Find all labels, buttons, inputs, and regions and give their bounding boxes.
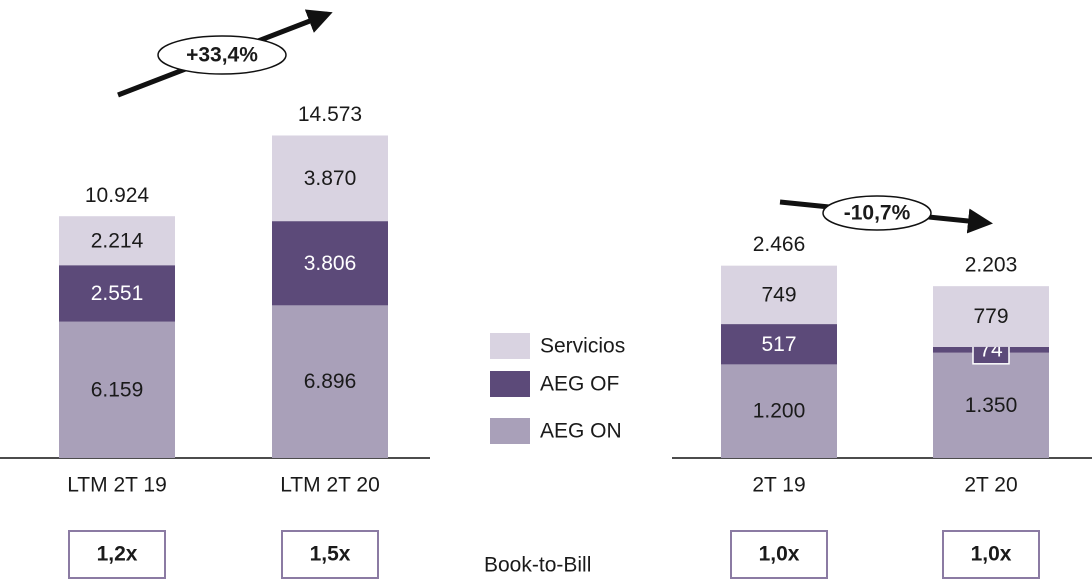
bar-segment — [272, 135, 388, 222]
data-label: 1.350 — [965, 394, 1018, 417]
legend-label: Servicios — [540, 335, 625, 358]
legend-swatch — [490, 418, 530, 444]
book-to-bill-box — [942, 530, 1040, 579]
legend-swatch — [490, 333, 530, 359]
bar-segment — [59, 321, 175, 458]
data-label: 6.159 — [91, 378, 144, 401]
category-label: LTM 2T 19 — [67, 474, 167, 497]
book-to-bill-value: 1,0x — [759, 543, 800, 566]
legend-label: AEG OF — [540, 373, 619, 396]
data-label: 2.551 — [91, 282, 144, 305]
book-to-bill-value: 1,2x — [97, 543, 138, 566]
bar-segment — [272, 305, 388, 458]
data-label: 6.896 — [304, 370, 357, 393]
book-to-bill-box — [68, 530, 166, 579]
bar-segment — [721, 364, 837, 458]
book-to-bill-box — [730, 530, 828, 579]
bar-segment — [933, 352, 1049, 458]
annotation: +33,4% — [186, 44, 258, 67]
book-to-bill-box — [281, 530, 379, 579]
category-label: 2T 20 — [964, 474, 1017, 497]
annotation-oval — [157, 35, 287, 75]
bar-segment — [721, 265, 837, 325]
annotation: -10,7% — [844, 202, 911, 225]
book-to-bill-value: 1,5x — [310, 543, 351, 566]
category-label: LTM 2T 20 — [280, 474, 380, 497]
annotation-oval — [822, 195, 932, 231]
data-label: 1.200 — [753, 400, 806, 423]
data-label: 2.214 — [91, 229, 144, 252]
bar-segment — [59, 265, 175, 322]
book-to-bill-value: 1,0x — [971, 543, 1012, 566]
category-label: 2T 19 — [752, 474, 805, 497]
bar-segment — [272, 221, 388, 306]
bar-segment — [59, 216, 175, 266]
bar-segment — [721, 324, 837, 365]
total-label: 2.466 — [753, 233, 806, 256]
data-label: 3.870 — [304, 167, 357, 190]
total-label: 10.924 — [85, 184, 150, 207]
book-to-bill-label: Book-to-Bill — [484, 554, 591, 577]
total-label: 2.203 — [965, 254, 1018, 277]
data-label: 779 — [973, 305, 1008, 328]
bar-segment — [933, 286, 1049, 347]
data-label: 3.806 — [304, 252, 357, 275]
data-label: 749 — [761, 283, 796, 306]
legend-label: AEG ON — [540, 420, 622, 443]
total-label: 14.573 — [298, 103, 362, 126]
legend-swatch — [490, 371, 530, 397]
data-label: 517 — [761, 333, 796, 356]
